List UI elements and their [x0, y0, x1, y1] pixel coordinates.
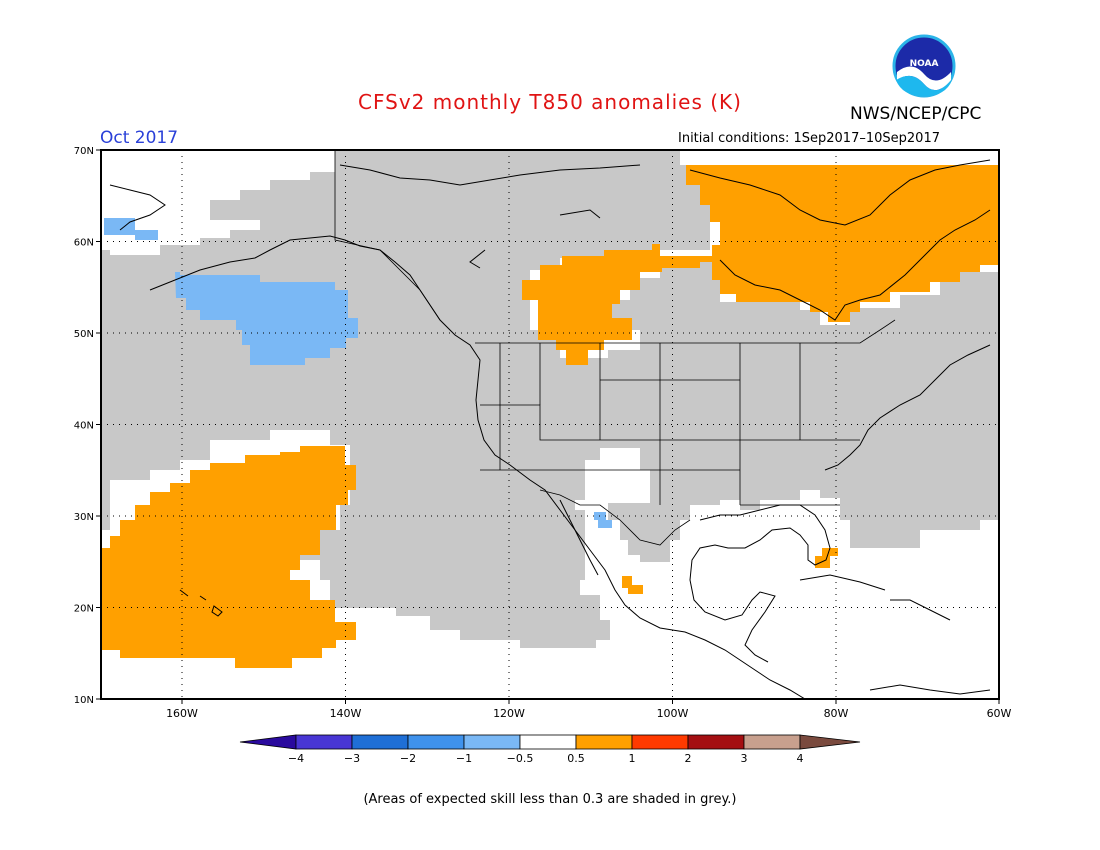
- colorbar-swatch: [463, 734, 521, 750]
- lon-label: 100W: [657, 707, 689, 720]
- anomaly-positive-canada-central: [522, 244, 712, 365]
- chart-title: CFSv2 monthly T850 anomalies (K): [358, 90, 742, 114]
- colorbar-label: 0.5: [567, 752, 585, 765]
- noaa-logo: NOAA: [892, 34, 956, 98]
- initial-conditions: Initial conditions: 1Sep2017–10Sep2017: [678, 131, 940, 146]
- lat-label: 60N: [74, 238, 94, 249]
- colorbar-label: −2: [400, 752, 416, 765]
- lat-label: 20N: [74, 604, 94, 615]
- lat-label: 70N: [74, 146, 94, 157]
- colorbar-label: 3: [741, 752, 748, 765]
- lat-label: 30N: [74, 512, 94, 523]
- colorbar-label: −0.5: [507, 752, 534, 765]
- anomaly-positive-canada-east: [686, 165, 999, 322]
- colorbar-swatch: [295, 734, 353, 750]
- footnote: (Areas of expected skill less than 0.3 a…: [363, 792, 737, 807]
- coastlines: [109, 159, 991, 699]
- colorbar-label: 4: [797, 752, 804, 765]
- colorbar-swatch: [575, 734, 633, 750]
- lat-label: 10N: [74, 695, 94, 706]
- lon-label: 60W: [987, 707, 1012, 720]
- colorbar-swatch: [351, 734, 409, 750]
- colorbar-label: −3: [344, 752, 360, 765]
- agency-label: NWS/NCEP/CPC: [850, 104, 982, 124]
- anomaly-negative-aleutian: [104, 218, 158, 240]
- colorbar-swatch: [519, 734, 577, 750]
- anomaly-negative-mexico: [594, 512, 612, 528]
- colorbar-label: −1: [456, 752, 472, 765]
- axis-ticks: [96, 149, 1000, 704]
- lat-label: 40N: [74, 421, 94, 432]
- colorbar-swatch: [631, 734, 689, 750]
- logo-text: NOAA: [910, 59, 939, 69]
- colorbar-label: −4: [288, 752, 304, 765]
- colorbar-label: 2: [685, 752, 692, 765]
- colorbar: [239, 734, 861, 750]
- lon-label: 140W: [330, 707, 362, 720]
- lon-label: 120W: [493, 707, 525, 720]
- anomaly-positive-pacific: [101, 446, 356, 668]
- grey-shading: [101, 150, 999, 648]
- colorbar-swatch: [239, 734, 297, 750]
- colorbar-swatch: [799, 734, 861, 750]
- colorbar-swatch: [687, 734, 745, 750]
- lon-label: 160W: [166, 707, 198, 720]
- forecast-month: Oct 2017: [100, 128, 179, 148]
- anomaly-negative-alaska-gulf: [175, 272, 358, 365]
- map-fields: [101, 150, 999, 699]
- colorbar-label: 1: [629, 752, 636, 765]
- lon-label: 80W: [824, 707, 849, 720]
- colorbar-swatch: [743, 734, 801, 750]
- lat-label: 50N: [74, 329, 94, 340]
- colorbar-swatch: [407, 734, 465, 750]
- colorbar-labels: −4 −3 −2 −1 −0.5 0.5 1 2 3 4: [288, 752, 804, 765]
- anomaly-positive-mexico: [622, 576, 643, 594]
